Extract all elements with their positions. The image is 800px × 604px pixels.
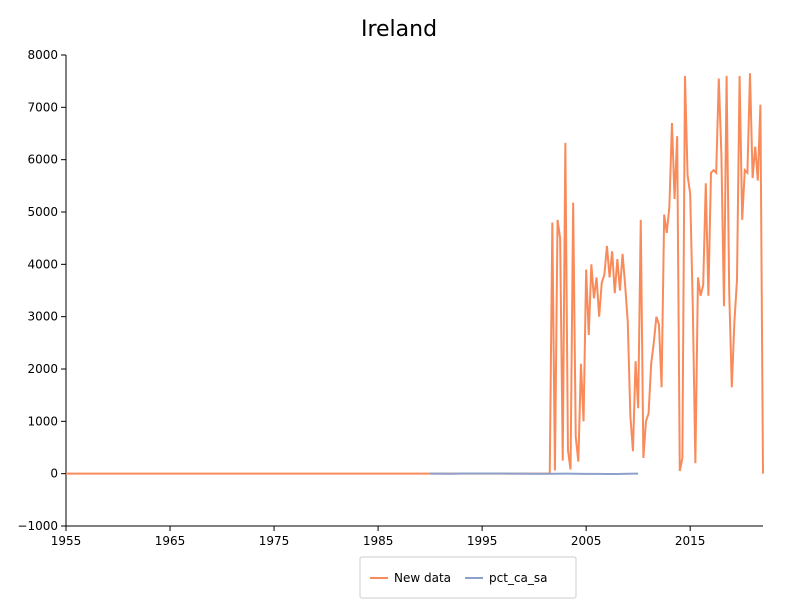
- y-tick-label: 6000: [27, 153, 58, 167]
- y-tick-label: 0: [50, 467, 58, 481]
- chart-title: Ireland: [361, 17, 437, 42]
- y-tick-label: 3000: [27, 310, 58, 324]
- x-tick-label: 1955: [51, 534, 82, 548]
- y-tick-label: −1000: [17, 519, 58, 533]
- series-line: [66, 73, 763, 473]
- x-tick-label: 1985: [363, 534, 394, 548]
- y-tick-label: 8000: [27, 48, 58, 62]
- x-tick-label: 1975: [259, 534, 290, 548]
- y-tick-label: 5000: [27, 205, 58, 219]
- x-tick-label: 2005: [571, 534, 602, 548]
- y-tick-label: 7000: [27, 100, 58, 114]
- legend-label: New data: [394, 571, 451, 585]
- x-tick-label: 2015: [675, 534, 706, 548]
- y-tick-label: 1000: [27, 414, 58, 428]
- legend-label: pct_ca_sa: [489, 571, 547, 585]
- x-tick-label: 1965: [155, 534, 186, 548]
- y-tick-label: 2000: [27, 362, 58, 376]
- y-tick-label: 4000: [27, 257, 58, 271]
- x-tick-label: 1995: [467, 534, 498, 548]
